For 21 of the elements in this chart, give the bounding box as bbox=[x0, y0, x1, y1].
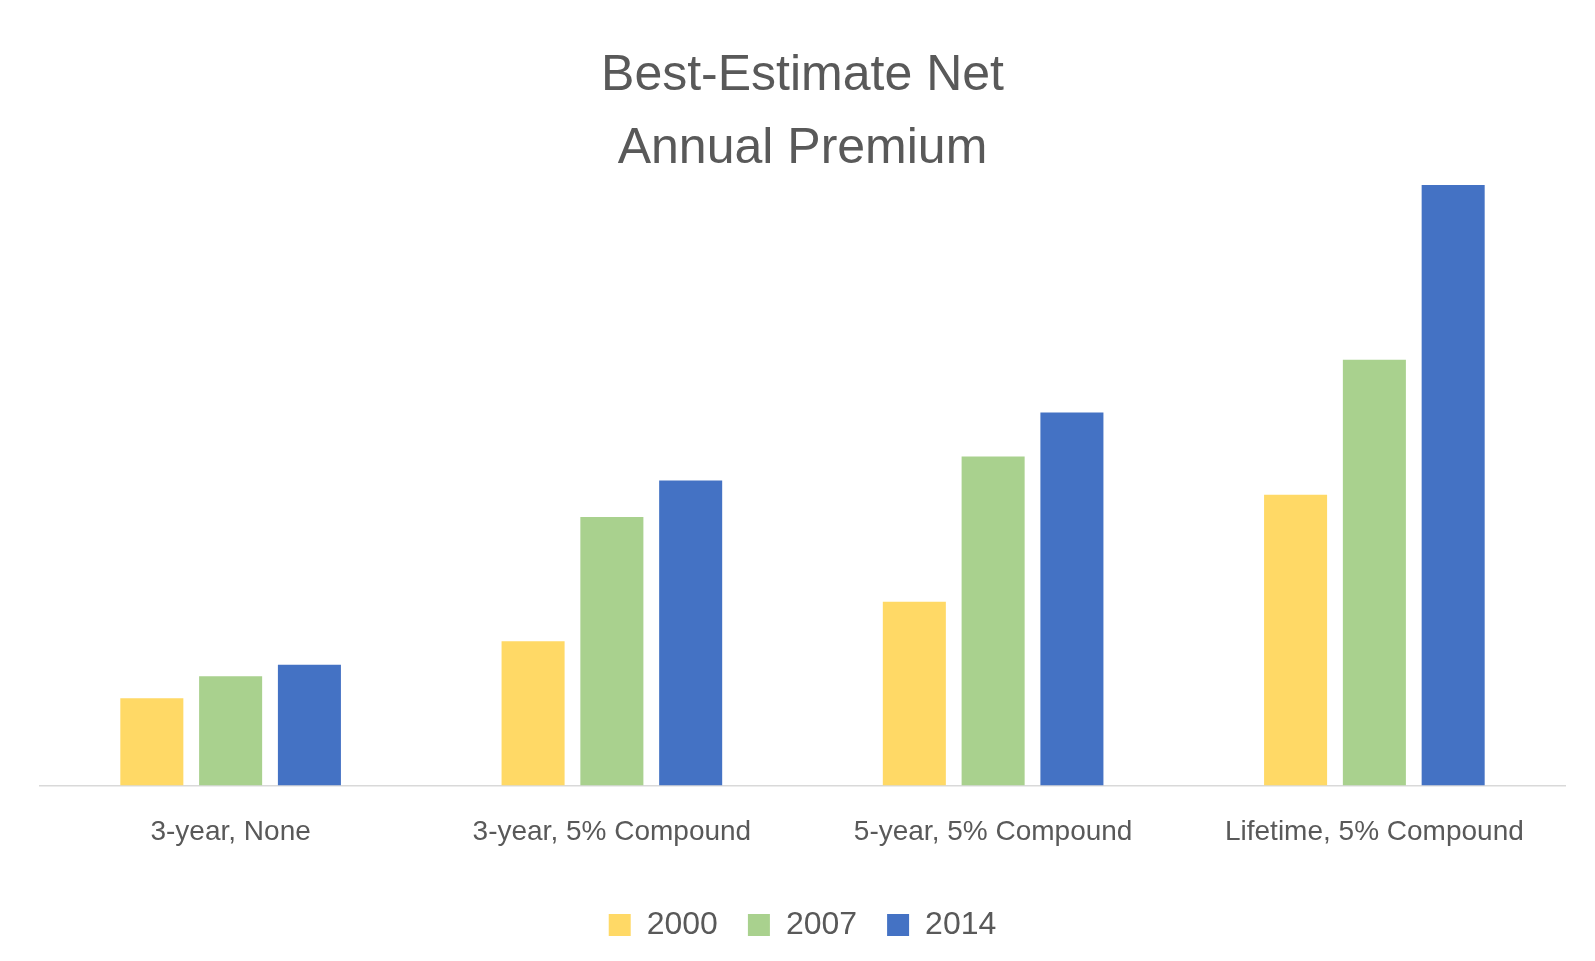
bar bbox=[120, 698, 184, 786]
bar bbox=[1421, 185, 1485, 786]
bar bbox=[882, 601, 946, 786]
x-tick-label: 3-year, None bbox=[150, 814, 311, 846]
x-tick-label: 5-year, 5% Compound bbox=[853, 814, 1133, 846]
bar bbox=[1342, 359, 1406, 786]
bar bbox=[659, 480, 723, 786]
legend-label: 2014 bbox=[925, 904, 997, 941]
bar bbox=[1264, 494, 1328, 786]
bar bbox=[277, 664, 341, 786]
legend-label: 2007 bbox=[785, 904, 858, 941]
x-tick-label: Lifetime, 5% Compound bbox=[1224, 814, 1524, 846]
text: Best-Estimate Net bbox=[601, 45, 1004, 102]
bar bbox=[580, 517, 644, 786]
text: Annual Premium bbox=[617, 117, 988, 174]
bar bbox=[501, 641, 565, 786]
bar bbox=[961, 456, 1025, 786]
legend-label: 2000 bbox=[646, 904, 718, 941]
bar bbox=[1040, 412, 1104, 786]
x-tick-label: 3-year, 5% Compound bbox=[472, 814, 752, 846]
bar bbox=[199, 676, 263, 786]
